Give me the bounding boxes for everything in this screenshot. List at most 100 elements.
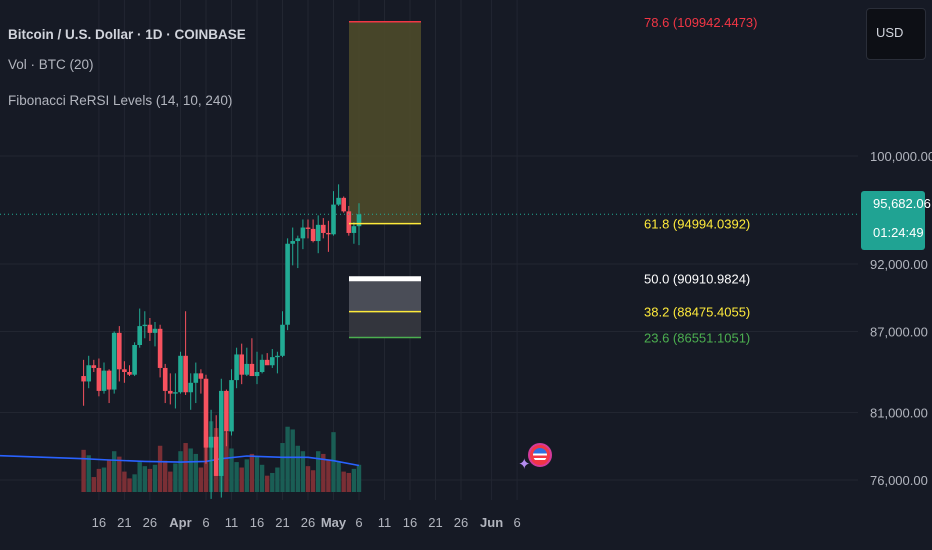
bitcoin-us-flag-logo-icon[interactable] [528, 443, 552, 467]
candle-body [249, 363, 255, 377]
x-axis-label: 21 [275, 515, 289, 530]
candle-body [224, 390, 229, 432]
candle-body [152, 328, 158, 333]
volume-bar [183, 443, 188, 492]
fib-zone-upper [349, 21, 421, 224]
volume-bar [178, 451, 183, 492]
candle-body [331, 204, 336, 235]
volume-bar [290, 429, 295, 492]
fib-indicator-label[interactable]: Fibonacci ReRSI Levels (14, 10, 240) [8, 93, 233, 108]
bar-countdown-tag: 01:24:49 [861, 216, 925, 250]
candle-body [122, 369, 127, 372]
x-axis-label: May [321, 515, 347, 530]
candle-body [157, 328, 163, 368]
fib-zone-middle [349, 278, 421, 312]
x-axis-label: 11 [378, 515, 392, 530]
volume-bar [351, 468, 357, 492]
candle-body [173, 392, 178, 394]
volume-bar [331, 432, 336, 492]
candle-body [117, 332, 122, 370]
candle-body [132, 345, 137, 375]
volume-bar [341, 471, 346, 492]
volume-bar [142, 466, 147, 492]
volume-bar [239, 467, 244, 492]
x-axis-label: 6 [202, 515, 209, 530]
volume-bar [300, 451, 306, 492]
x-axis-label: 6 [355, 515, 362, 530]
volume-bar [316, 451, 321, 492]
volume-bar [336, 462, 341, 492]
volume-bar [96, 468, 102, 492]
volume-bar [106, 459, 112, 492]
candle-body [305, 227, 311, 229]
candle-body [198, 373, 204, 379]
current-price-tag: 95,682.06 [861, 191, 931, 216]
candle-body [208, 436, 214, 448]
candle-body [244, 363, 250, 375]
volume-bar [188, 448, 193, 492]
volume-indicator-label[interactable]: Vol · BTC (20) [8, 57, 94, 72]
candle-body [96, 367, 102, 391]
volume-bar [326, 459, 331, 492]
candle-body [106, 370, 112, 390]
volume-bar [163, 460, 168, 492]
sparkle-icon: ✦ [518, 456, 531, 473]
volume-bar [91, 477, 96, 492]
candle-body [81, 376, 86, 382]
candle-body [111, 332, 117, 390]
volume-bar [147, 468, 153, 492]
candle-body [264, 359, 270, 366]
fib-level-label: 78.6 (109942.4473) [644, 15, 757, 30]
volume-bar [244, 459, 249, 492]
fib-zone-lower [349, 311, 421, 338]
volume-bar [346, 472, 351, 492]
fib-level-label: 61.8 (94994.0392) [644, 217, 750, 232]
y-axis-label: 76,000.00 [870, 473, 928, 488]
candle-body [101, 370, 107, 391]
volume-bar [249, 453, 255, 492]
volume-bar [101, 467, 107, 492]
candle-body [254, 372, 260, 377]
candle-body [178, 355, 183, 393]
candle-body [147, 324, 153, 333]
candle-body [168, 390, 173, 394]
volume-bar [295, 445, 300, 492]
volume-bar [198, 467, 204, 492]
currency-button[interactable]: USD [866, 8, 926, 60]
x-axis-label: 26 [301, 515, 315, 530]
x-axis-label: 16 [250, 515, 264, 530]
volume-bar [117, 456, 122, 492]
volume-bar [229, 448, 234, 492]
volume-bar [127, 478, 132, 492]
y-axis-label: 87,000.00 [870, 325, 928, 340]
candle-body [183, 355, 188, 393]
volume-bar [157, 445, 163, 492]
volume-bar [275, 467, 280, 492]
volume-bar [270, 472, 275, 492]
volume-bar [265, 475, 270, 492]
candle-body [127, 372, 132, 375]
candle-body [270, 357, 275, 366]
candle-body [321, 224, 326, 233]
candle-body [162, 367, 168, 391]
fib-level-label: 38.2 (88475.4055) [644, 305, 750, 320]
candle-body [295, 238, 301, 242]
chart-title[interactable]: Bitcoin / U.S. Dollar · 1D · COINBASE [8, 27, 246, 42]
x-axis-label: 21 [117, 515, 131, 530]
candle-body [203, 378, 209, 448]
y-axis-label: 100,000.00 [870, 149, 932, 164]
volume-bar [168, 471, 173, 492]
candle-body [188, 382, 193, 393]
volume-bar [152, 464, 158, 492]
volume-bar [137, 462, 142, 492]
y-axis-label: 92,000.00 [870, 257, 928, 272]
x-axis-label: 16 [403, 515, 417, 530]
volume-bar [81, 449, 86, 492]
candle-body [300, 227, 306, 239]
x-axis-label: 11 [225, 515, 239, 530]
volume-bar [310, 470, 316, 492]
volume-bar [122, 471, 127, 492]
fib-level-label: 50.0 (90910.9824) [644, 272, 750, 287]
volume-bar [254, 456, 260, 492]
